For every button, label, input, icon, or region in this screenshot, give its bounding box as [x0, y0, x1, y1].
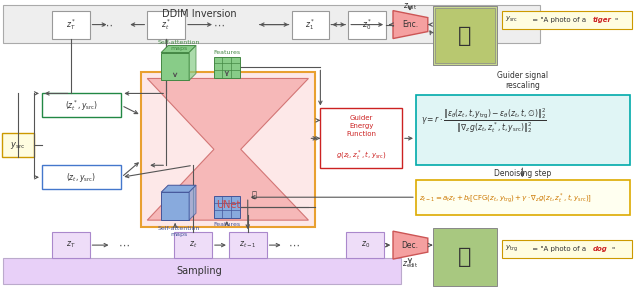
Bar	[435, 7, 495, 63]
Bar	[321, 109, 402, 168]
Bar	[161, 53, 189, 80]
Polygon shape	[161, 45, 196, 53]
Text: ": "	[614, 16, 617, 23]
Text: Self-attention
maps: Self-attention maps	[158, 40, 200, 51]
Text: 🐯: 🐯	[458, 25, 471, 45]
Text: $\cdots$: $\cdots$	[287, 240, 300, 250]
Text: $z_T^*$: $z_T^*$	[66, 17, 76, 32]
Bar	[52, 232, 90, 258]
Text: Energy: Energy	[349, 123, 373, 129]
Bar	[346, 232, 384, 258]
Text: $z_{\rm init}$: $z_{\rm init}$	[403, 1, 417, 12]
Bar	[42, 165, 122, 189]
Bar	[214, 57, 240, 78]
Bar	[433, 228, 497, 286]
Bar	[52, 10, 90, 39]
Text: ": "	[611, 246, 614, 252]
Text: Features: Features	[213, 222, 241, 227]
Text: Features: Features	[213, 50, 241, 54]
Bar	[174, 232, 212, 258]
Text: UNet: UNet	[216, 200, 240, 210]
Text: = "A photo of a: = "A photo of a	[531, 246, 589, 252]
Text: $z_{t-1}=a_t z_t+b_t[\mathrm{CFG}(z_t,y_{\rm trg})+\gamma\cdot\nabla_z g(z_t,z_t: $z_{t-1}=a_t z_t+b_t[\mathrm{CFG}(z_t,y_…	[419, 191, 592, 205]
Polygon shape	[393, 10, 428, 39]
Text: Dec.: Dec.	[401, 241, 419, 250]
Text: dog: dog	[593, 246, 608, 252]
Bar	[416, 95, 630, 165]
Text: 🐕: 🐕	[458, 247, 471, 267]
Bar	[291, 10, 330, 39]
Bar	[2, 133, 34, 157]
Text: $z_t$: $z_t$	[189, 240, 197, 250]
Bar	[42, 93, 122, 118]
Text: $z_0$: $z_0$	[360, 240, 370, 250]
Polygon shape	[189, 45, 196, 80]
Bar	[433, 6, 497, 65]
Text: $z_0^*$: $z_0^*$	[362, 17, 372, 32]
Text: $z_{t-1}$: $z_{t-1}$	[239, 240, 257, 250]
Bar	[502, 240, 632, 258]
Text: $z_T$: $z_T$	[66, 240, 76, 250]
Text: $z_{\rm edit}$: $z_{\rm edit}$	[402, 260, 418, 270]
Text: $y_{\rm trg}$: $y_{\rm trg}$	[506, 244, 518, 254]
Text: tiger: tiger	[593, 16, 612, 23]
Text: $z_t^*$: $z_t^*$	[161, 17, 171, 32]
Bar	[214, 196, 240, 218]
Polygon shape	[393, 231, 428, 259]
Text: = "A photo of a: = "A photo of a	[531, 16, 589, 23]
Text: Function: Function	[346, 131, 376, 137]
Text: Self-attention
maps: Self-attention maps	[158, 226, 200, 237]
Text: $y_{\rm src}$: $y_{\rm src}$	[506, 15, 518, 24]
Bar	[161, 192, 189, 220]
Text: Guider signal
rescaling: Guider signal rescaling	[497, 71, 548, 90]
Text: $\cdots$: $\cdots$	[100, 19, 113, 30]
Text: Guider: Guider	[349, 115, 373, 121]
Text: 🔒: 🔒	[252, 191, 256, 200]
Bar	[3, 4, 540, 42]
Bar	[348, 10, 386, 39]
Bar	[502, 10, 632, 29]
Text: $y_{\rm src}$: $y_{\rm src}$	[10, 140, 26, 151]
Text: DDIM Inversion: DDIM Inversion	[162, 9, 236, 19]
Text: $g(z_t, z_t^*, t, y_{\rm src})$: $g(z_t, z_t^*, t, y_{\rm src})$	[336, 149, 387, 162]
Text: $\cdots$: $\cdots$	[213, 19, 225, 30]
Text: Denoising step: Denoising step	[493, 169, 551, 178]
Text: $\cdots$: $\cdots$	[118, 240, 131, 250]
Bar	[3, 258, 401, 284]
Polygon shape	[161, 185, 196, 192]
Text: $(z_t, y_{\rm src})$: $(z_t, y_{\rm src})$	[67, 171, 97, 184]
Bar	[229, 232, 267, 258]
Text: $(z_t^*, y_{\rm src})$: $(z_t^*, y_{\rm src})$	[65, 98, 98, 113]
Bar	[416, 180, 630, 215]
Text: $\gamma = r \cdot \dfrac{\|\varepsilon_\theta(z_t,t,y_{\rm trg})-\varepsilon_\th: $\gamma = r \cdot \dfrac{\|\varepsilon_\…	[421, 106, 547, 135]
Text: Enc.: Enc.	[402, 20, 418, 29]
Bar	[147, 10, 185, 39]
Bar	[141, 72, 316, 227]
Text: Sampling: Sampling	[176, 266, 222, 276]
Text: $z_1^*$: $z_1^*$	[305, 17, 316, 32]
Polygon shape	[189, 185, 196, 220]
Polygon shape	[147, 78, 308, 220]
